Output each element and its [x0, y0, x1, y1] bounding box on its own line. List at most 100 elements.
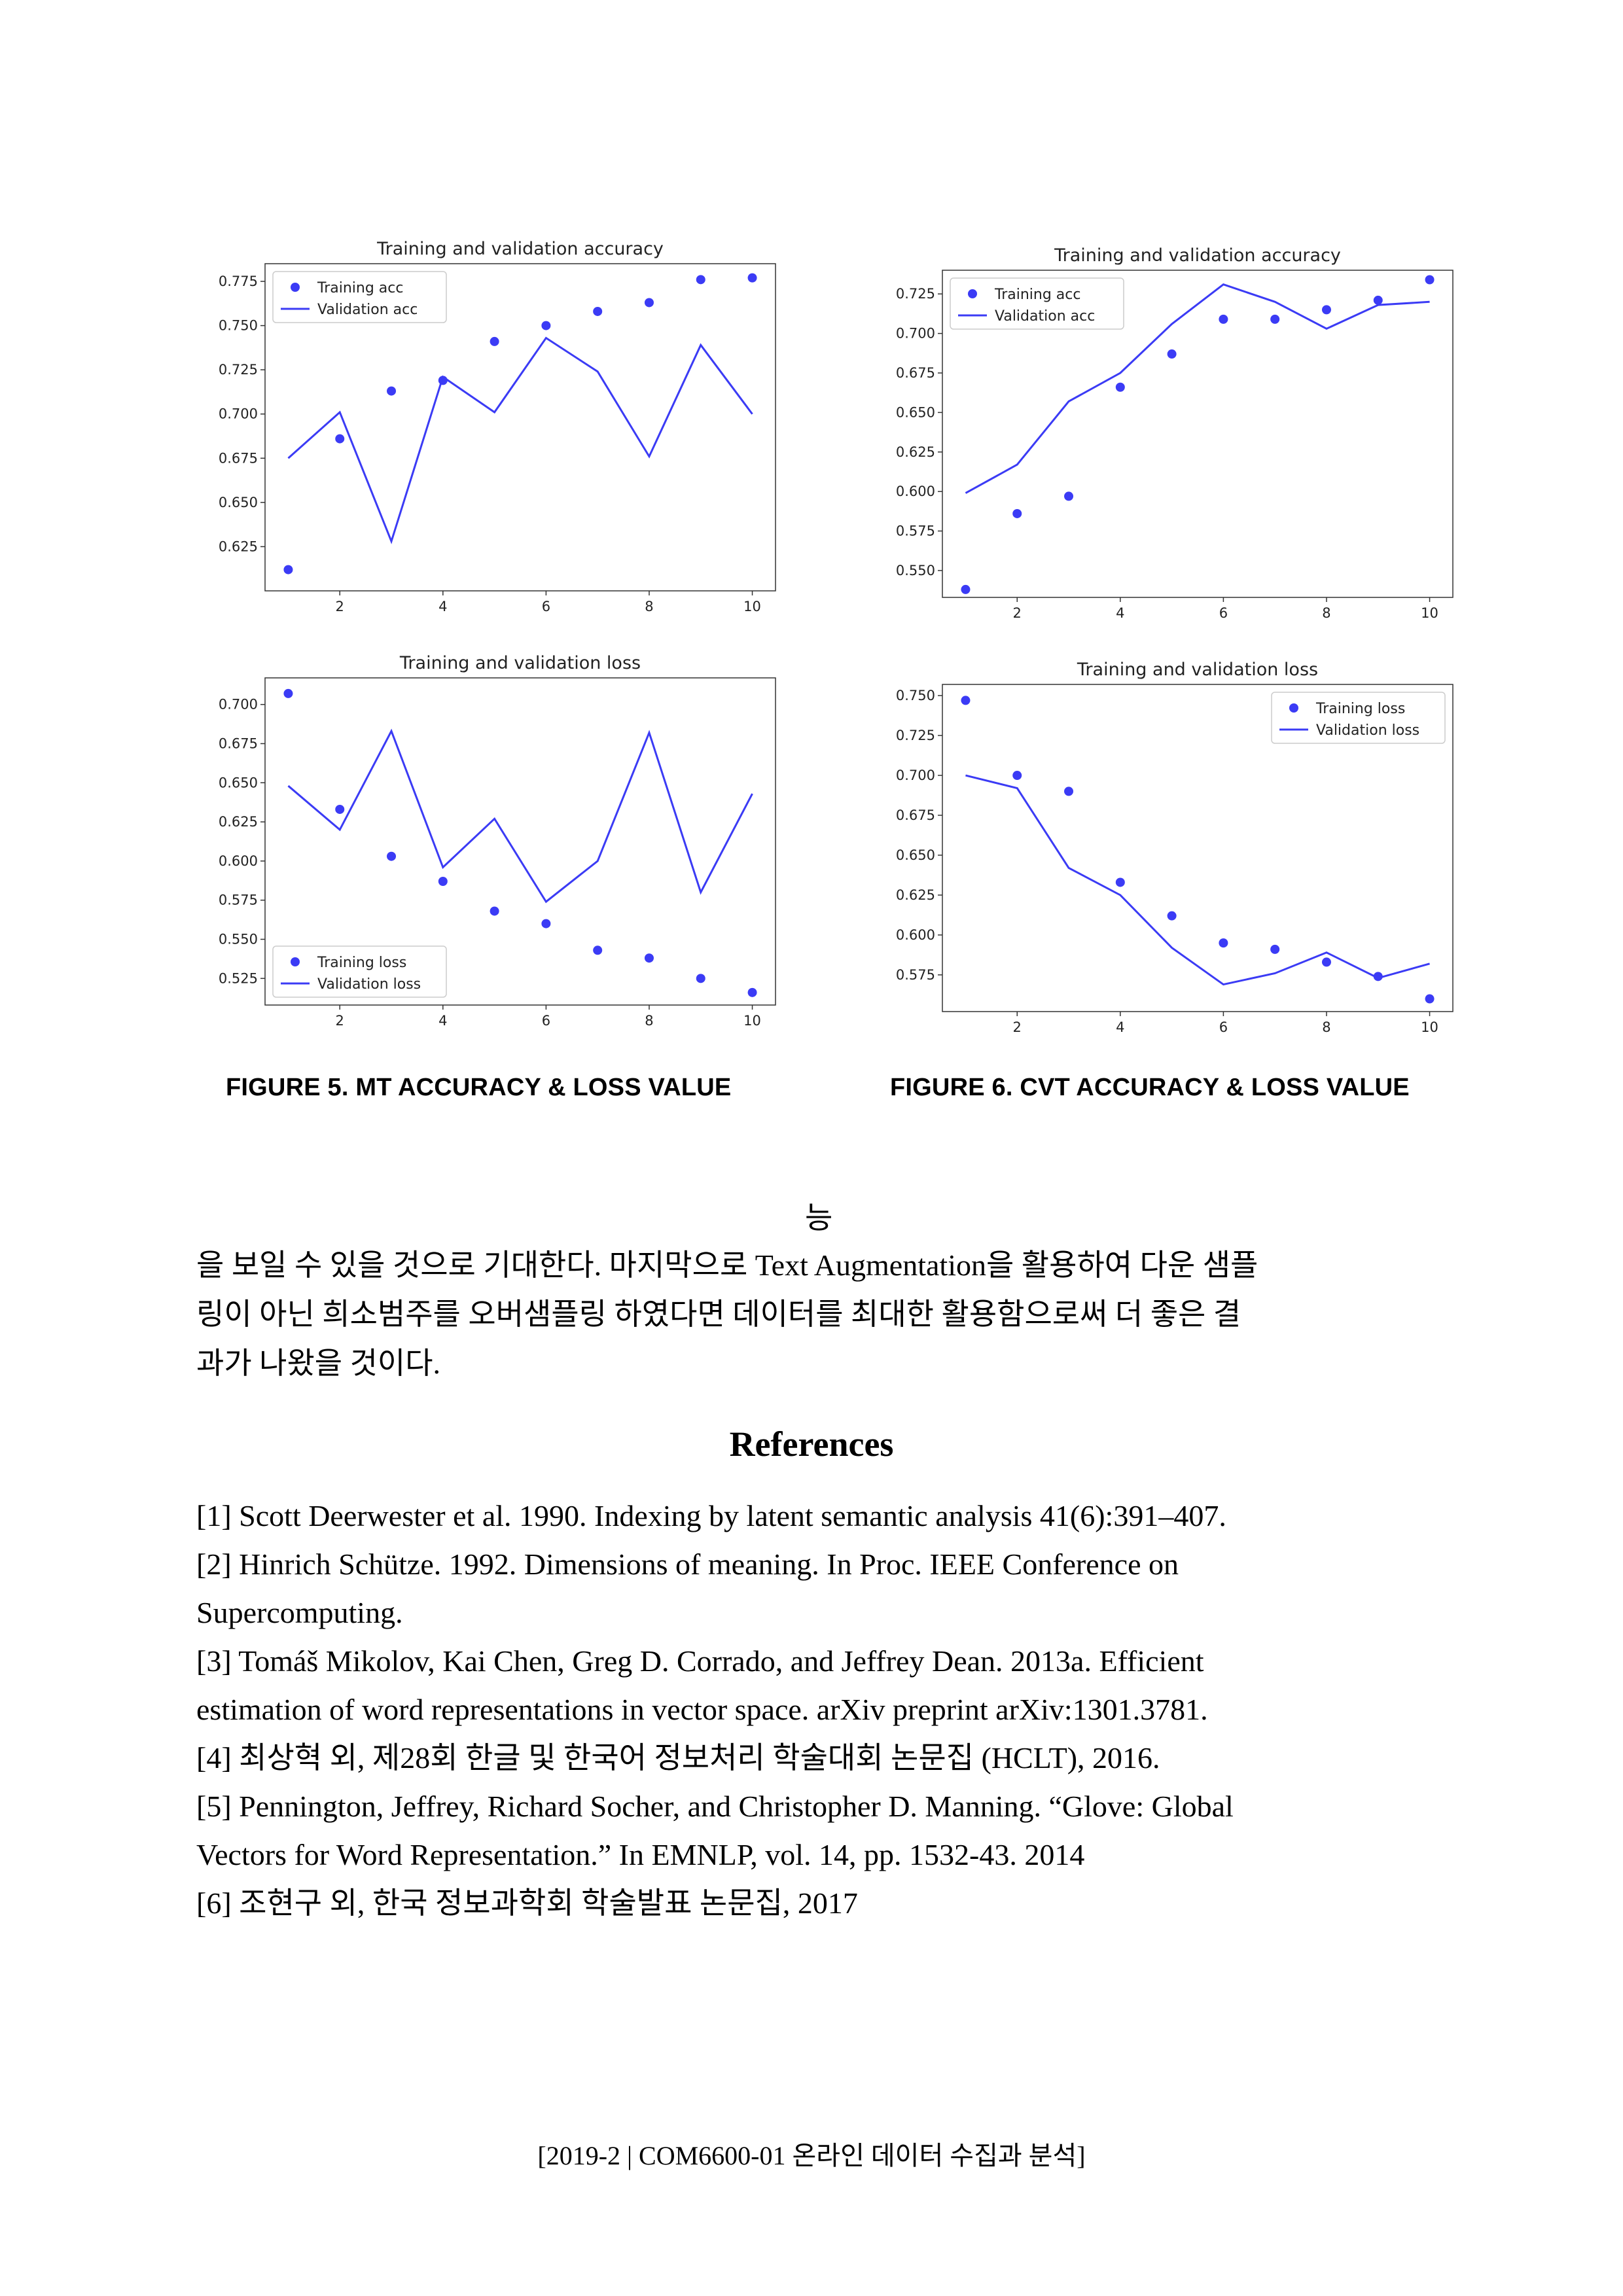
cvt-accuracy-chart: Training and validation accuracy 0.550 0.5… [887, 239, 1463, 638]
training-point [1425, 994, 1435, 1004]
x-tick-label: 2 [1013, 605, 1022, 621]
legend-label: Training acc [317, 280, 403, 296]
training-point [1425, 275, 1435, 285]
training-point [1115, 877, 1125, 887]
x-tick-label: 6 [1219, 1019, 1228, 1035]
training-point [335, 434, 345, 444]
legend-dot-swatch [291, 283, 300, 292]
x-tick-label: 2 [336, 599, 344, 614]
training-point [438, 877, 448, 887]
training-point [387, 851, 397, 861]
y-tick-label: 0.675 [896, 365, 935, 381]
x-tick-label: 6 [542, 1013, 550, 1029]
chart-legend: Training loss Validation loss [1271, 692, 1446, 744]
reference-line: [1] Scott Deerwester et al. 1990. Indexi… [196, 1499, 1226, 1532]
legend-dot-swatch [968, 289, 977, 298]
figure-6-caption: FIGURE 6. CVT ACCURACY & LOSS VALUE [890, 1074, 1410, 1101]
training-point [1321, 957, 1331, 967]
training-point [541, 321, 551, 330]
training-point [747, 273, 757, 283]
legend-label: Validation acc [995, 308, 1095, 325]
training-point [1167, 349, 1177, 359]
chart-legend: Training loss Validation loss [272, 945, 447, 998]
legend-label: Validation loss [317, 976, 421, 993]
training-point [747, 987, 757, 997]
x-tick-label: 4 [438, 1013, 447, 1029]
training-point [961, 584, 971, 594]
training-point [1064, 786, 1074, 796]
plot-frame [264, 263, 776, 592]
y-tick-label: 0.650 [219, 495, 258, 510]
training-point [490, 906, 499, 916]
training-point [1321, 305, 1331, 315]
chart-legend: Training acc Validation acc [272, 271, 447, 323]
training-point [283, 688, 293, 698]
legend-dot-swatch [1289, 703, 1298, 713]
validation-line [287, 728, 753, 904]
body-line: 링이 아닌 희소범주를 오버샘플링 하였다면 데이터를 최대한 활용함으로써 더… [196, 1298, 1241, 1331]
x-tick-label: 6 [1219, 605, 1228, 621]
y-tick-label: 0.600 [896, 484, 935, 499]
training-point [283, 565, 293, 574]
legend-label: Validation acc [317, 302, 418, 318]
y-tick-label: 0.725 [896, 286, 935, 302]
reference-line: [6] 조현구 외, 한국 정보과학회 학술발표 논문집, 2017 [196, 1886, 858, 1920]
mt-loss-svg: Training and validation loss 0.525 0.550 0.… [219, 653, 776, 1029]
training-point [541, 919, 551, 928]
y-tick-label: 0.525 [219, 970, 258, 986]
training-point [644, 953, 654, 963]
training-point [1167, 911, 1177, 921]
cvt-loss-svg: Training and validation loss 0.575 0.600 0.… [896, 660, 1454, 1035]
y-tick-label: 0.675 [896, 807, 935, 823]
training-point [387, 386, 397, 396]
chart-title: Training and validation accuracy [1054, 245, 1341, 266]
y-tick-label: 0.675 [219, 735, 258, 751]
training-point [1012, 508, 1022, 518]
validation-line [965, 283, 1430, 494]
chart-title: Training and validation accuracy [376, 239, 664, 259]
x-tick-label: 10 [1421, 605, 1438, 621]
training-point [593, 945, 603, 955]
reference-line: [5] Pennington, Jeffrey, Richard Socher,… [196, 1790, 1234, 1823]
reference-line: Supercomputing. [196, 1596, 403, 1629]
body-paragraph: 을 보일 수 있을 것으로 기대한다. 마지막으로 Text Augmentat… [196, 1241, 1440, 1388]
training-point [1012, 771, 1022, 781]
plot-frame [942, 684, 1454, 1012]
y-tick-label: 0.650 [896, 404, 935, 420]
y-tick-label: 0.750 [219, 318, 258, 334]
legend-box [950, 277, 1124, 330]
y-tick-label: 0.700 [219, 697, 258, 713]
legend-dot-swatch [291, 957, 300, 966]
references-heading: References [729, 1424, 894, 1464]
x-tick-label: 8 [1322, 605, 1330, 621]
y-tick-label: 0.550 [896, 563, 935, 578]
x-tick-label: 2 [336, 1013, 344, 1029]
figure-5-caption: FIGURE 5. MT ACCURACY & LOSS VALUE [226, 1074, 732, 1101]
x-tick-label: 8 [645, 599, 653, 614]
training-point [1064, 491, 1074, 501]
training-point [1373, 972, 1383, 981]
page-footer: [2019-2 | COM6600-01 온라인 데이터 수집과 분석] [537, 2141, 1086, 2170]
y-tick-label: 0.700 [219, 406, 258, 422]
mt-loss-chart: Training and validation loss 0.525 0.550 0.… [209, 646, 785, 1046]
training-point [696, 974, 705, 983]
training-point [1115, 382, 1125, 392]
chart-title: Training and validation loss [1077, 660, 1318, 680]
y-tick-label: 0.700 [896, 326, 935, 342]
cvt-loss-chart: Training and validation loss 0.575 0.600 0.… [887, 653, 1463, 1052]
x-tick-label: 10 [743, 1013, 761, 1029]
y-tick-label: 0.625 [896, 444, 935, 460]
y-tick-label: 0.775 [219, 274, 258, 289]
y-tick-label: 0.600 [896, 927, 935, 943]
y-tick-label: 0.650 [896, 847, 935, 863]
legend-label: Training loss [1315, 701, 1405, 717]
y-tick-label: 0.575 [896, 967, 935, 983]
body-line: 을 보일 수 있을 것으로 기대한다. 마지막으로 Text Augmentat… [196, 1248, 1258, 1282]
body-fragment: 능 [805, 1201, 833, 1235]
validation-line [287, 336, 753, 544]
x-tick-label: 10 [743, 599, 761, 614]
x-tick-label: 6 [542, 599, 550, 614]
y-tick-label: 0.650 [219, 775, 258, 790]
references-list: [1] Scott Deerwester et al. 1990. Indexi… [196, 1492, 1472, 1928]
y-tick-label: 0.625 [219, 539, 258, 554]
